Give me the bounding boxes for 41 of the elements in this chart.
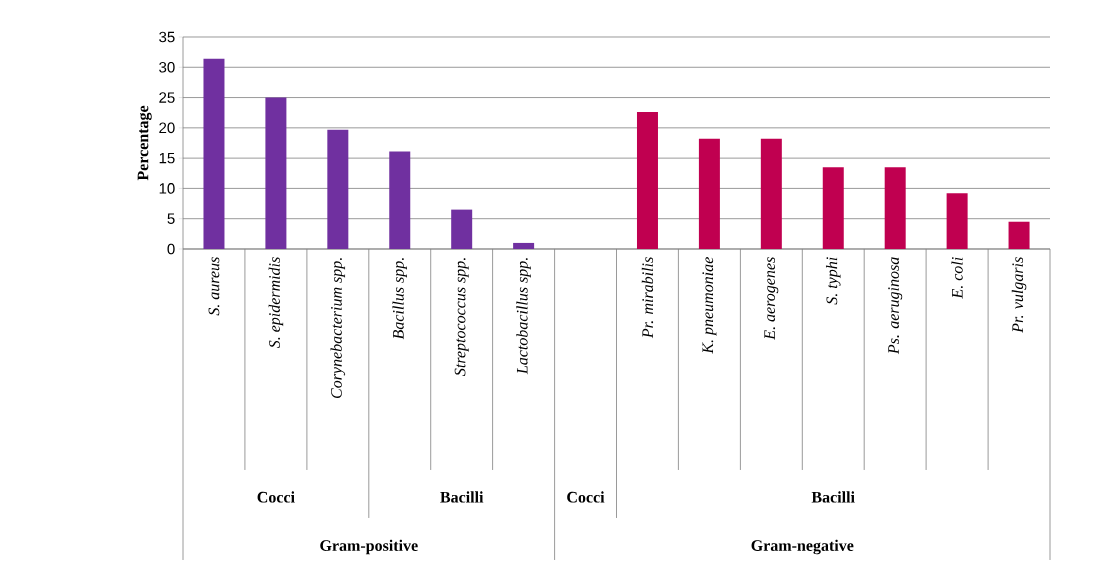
bar xyxy=(327,129,349,249)
x-tick-label: S. aureus xyxy=(208,257,220,316)
x-tick-label: Lactobacillus spp. xyxy=(516,258,531,375)
bar xyxy=(884,167,906,249)
bar xyxy=(513,242,535,249)
y-tick-label: 20 xyxy=(159,122,175,134)
x-tick-label: Streptococcus spp. xyxy=(454,258,469,376)
x-tick-label: S. epidermidis xyxy=(268,257,284,349)
y-axis-title: Percentage xyxy=(137,105,152,181)
x-tick-label: Pr. vulgaris xyxy=(1011,257,1027,333)
text: Gram-negative xyxy=(751,539,854,555)
x-tick-label: S. typhi xyxy=(825,257,841,305)
bar xyxy=(265,97,287,249)
x-tick-label: Bacillus spp. xyxy=(392,258,408,340)
bar xyxy=(822,167,844,249)
x-tick-label: Pr. mirabilis xyxy=(641,257,654,339)
bar xyxy=(636,112,658,249)
bar xyxy=(203,58,225,249)
bar xyxy=(389,151,411,249)
text: Gram-positive xyxy=(320,539,418,555)
x-tick-label: E. aerogenes xyxy=(764,257,779,340)
x-tick-label: Corynebacterium spp. xyxy=(330,258,346,399)
bar xyxy=(1008,221,1030,249)
y-tick-label: 30 xyxy=(159,61,175,73)
bar xyxy=(946,193,968,249)
text: Bacilli xyxy=(440,491,484,503)
y-tick-label: 35 xyxy=(159,31,175,43)
y-tick-label: 15 xyxy=(159,152,175,164)
y-tick-label: 0 xyxy=(167,243,175,255)
text: Cocci xyxy=(567,491,605,503)
y-tick-label: 10 xyxy=(159,183,175,194)
text: Bacilli xyxy=(811,491,855,503)
x-tick-label: E. coli xyxy=(951,257,963,299)
bar xyxy=(760,138,782,249)
bar xyxy=(451,209,473,249)
x-tick-label: Ps. aeruginosa xyxy=(888,257,903,355)
bar xyxy=(698,138,720,249)
y-tick-label: 25 xyxy=(159,92,175,103)
text: Cocci xyxy=(257,491,295,503)
y-tick-label: 5 xyxy=(167,213,175,224)
x-tick-label: K. pneumoniae xyxy=(702,257,717,354)
